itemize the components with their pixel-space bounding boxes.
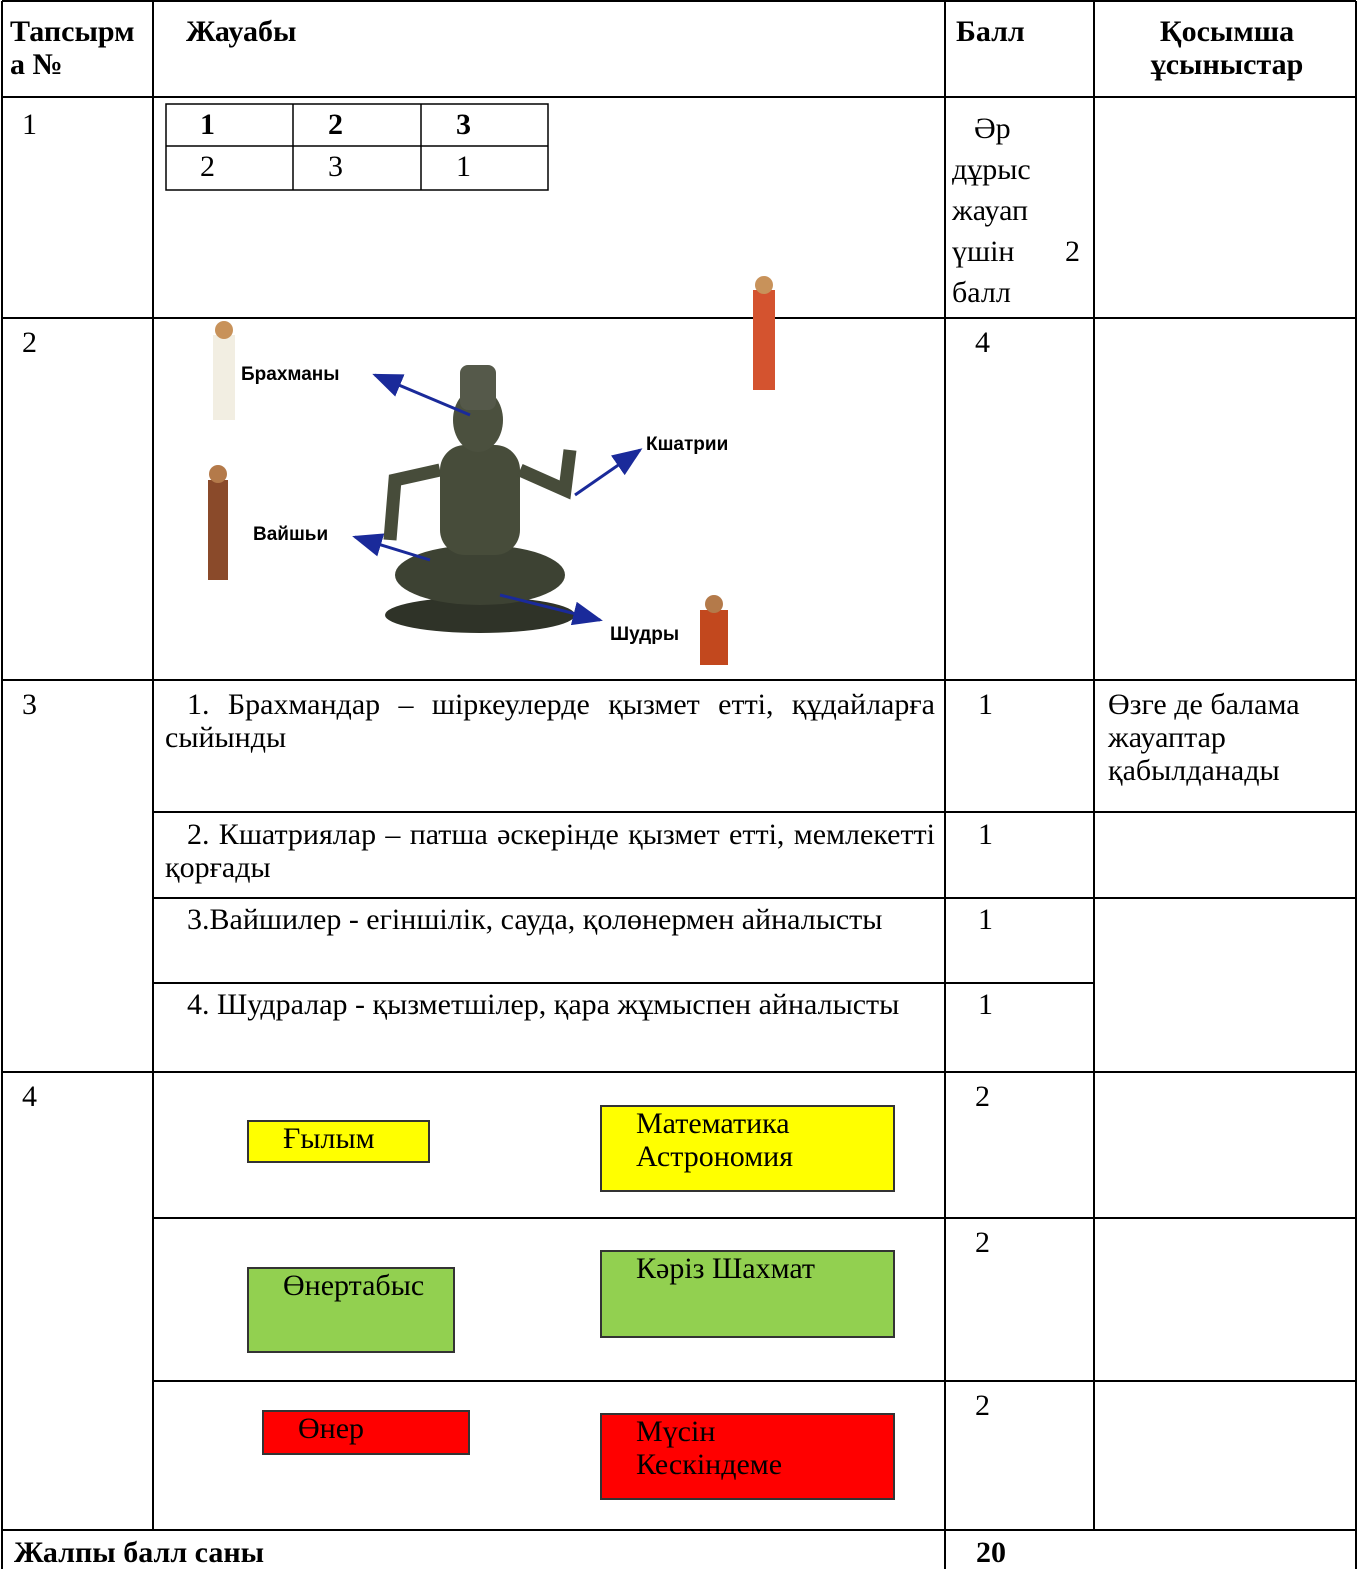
matching-cell: 3: [328, 150, 343, 183]
category-box: Өнер: [262, 1410, 470, 1455]
examples-box: Мүсін Кескіндеме: [600, 1413, 895, 1500]
score: Әр дұрыс жауап үшін 2 балл: [952, 112, 1080, 309]
matching-cell: 1: [456, 150, 471, 183]
header-score: Балл: [956, 15, 1025, 48]
score: 2: [975, 1226, 990, 1259]
answer-text: 1. Брахмандар – шіркеулерде қызмет етті,…: [165, 688, 935, 754]
caste-label: Брахманы: [241, 364, 340, 385]
answer-text: 3.Вайшилер - егіншілік, сауда, қолөнерме…: [187, 903, 883, 936]
matching-cell: 2: [328, 108, 343, 141]
score: 1: [978, 688, 993, 721]
score: 2: [975, 1389, 990, 1422]
task-number: 3: [22, 688, 37, 721]
score: 1: [978, 818, 993, 851]
examples-box: Кәріз Шахмат: [600, 1250, 895, 1338]
score: 2: [975, 1080, 990, 1113]
task-number: 2: [22, 326, 37, 359]
answer-text: 2. Кшатриялар – патша әскерінде қызмет е…: [165, 818, 935, 884]
matching-cell: 2: [200, 150, 215, 183]
matching-cell: 1: [200, 108, 215, 141]
caste-illustration: [208, 276, 775, 665]
task-number: 1: [22, 108, 37, 141]
matching-cell: 3: [456, 108, 471, 141]
header-notes: Қосымша ұсыныстар: [1150, 15, 1304, 81]
caste-label: Шудры: [610, 624, 680, 645]
category-box: Ғылым: [247, 1120, 430, 1163]
caste-label: Кшатрии: [646, 434, 729, 455]
header-task: Тапсырма №: [10, 15, 135, 81]
total-score: 20: [976, 1536, 1006, 1569]
note: Өзге де балама жауаптар қабылданады: [1108, 688, 1300, 787]
header-answer: Жауабы: [186, 15, 297, 48]
total-label: Жалпы балл саны: [14, 1536, 265, 1569]
score: 1: [978, 988, 993, 1021]
category-box: Өнертабыс: [247, 1267, 455, 1353]
task-number: 4: [22, 1080, 37, 1113]
caste-label: Вайшьи: [253, 524, 329, 545]
answer-text: 4. Шудралар - қызметшілер, қара жұмыспен…: [187, 988, 900, 1021]
score: 4: [975, 326, 990, 359]
score: 1: [978, 903, 993, 936]
examples-box: Математика Астрономия: [600, 1105, 895, 1192]
